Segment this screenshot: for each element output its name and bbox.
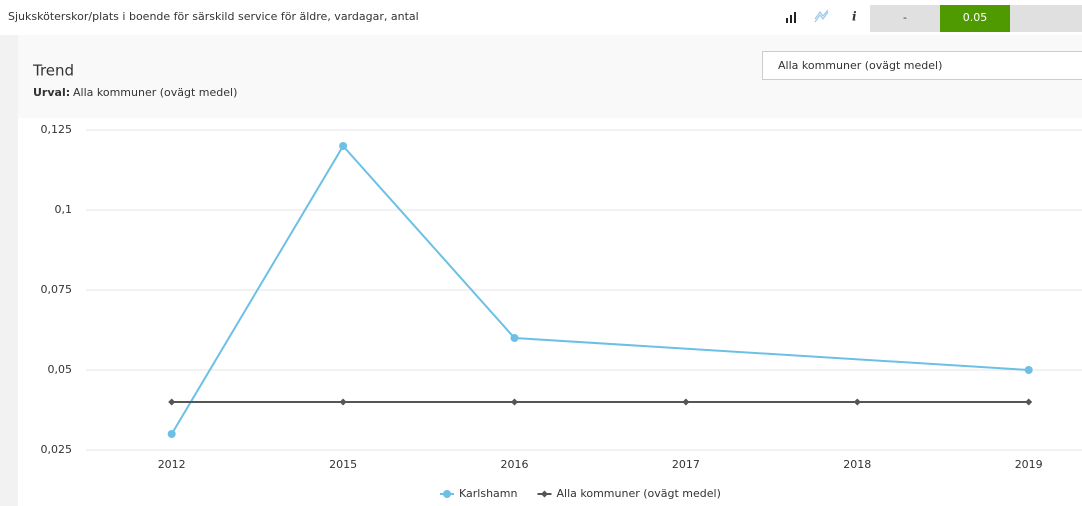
y-tick-label: 0,05 bbox=[48, 363, 73, 376]
x-tick-label: 2018 bbox=[843, 458, 871, 471]
info-icon[interactable]: i bbox=[852, 10, 857, 24]
value-box-rest bbox=[1010, 5, 1082, 32]
indicator-title: Sjuksköterskor/plats i boende för särski… bbox=[8, 10, 419, 23]
data-point bbox=[339, 398, 347, 406]
y-tick-label: 0,125 bbox=[41, 123, 73, 136]
data-point bbox=[167, 430, 176, 438]
chart-area bbox=[18, 118, 1082, 506]
y-tick-label: 0,1 bbox=[55, 203, 73, 216]
value-box bbox=[940, 5, 1010, 32]
data-point bbox=[511, 398, 518, 406]
data-point bbox=[853, 398, 861, 406]
y-tick-label: 0,075 bbox=[41, 283, 73, 296]
data-point bbox=[510, 334, 519, 342]
x-tick-label: 2012 bbox=[158, 458, 186, 471]
data-point bbox=[168, 398, 176, 406]
data-point bbox=[1025, 398, 1033, 406]
selection-label: Urval: bbox=[33, 86, 70, 99]
x-tick-label: 2016 bbox=[501, 458, 529, 471]
x-tick-label: 2019 bbox=[1015, 458, 1043, 471]
legend-marker bbox=[443, 490, 451, 498]
data-point bbox=[1024, 366, 1033, 374]
series-line bbox=[514, 337, 1029, 371]
dropdown-text[interactable]: Alla kommuner (ovägt medel) bbox=[778, 59, 942, 72]
panel-title: Trend bbox=[32, 62, 74, 80]
bar-chart-icon[interactable] bbox=[786, 12, 796, 23]
trend-icon[interactable] bbox=[814, 9, 829, 23]
x-tick-label: 2015 bbox=[329, 458, 357, 471]
value-box-empty bbox=[870, 5, 940, 32]
value: 0.05 bbox=[963, 11, 988, 24]
data-point bbox=[682, 398, 690, 406]
y-tick-label: 0,025 bbox=[41, 443, 73, 456]
dropdown[interactable] bbox=[762, 51, 1082, 80]
value-empty: - bbox=[903, 11, 907, 24]
data-point bbox=[339, 142, 348, 150]
legend-label: Alla kommuner (ovägt medel) bbox=[556, 487, 720, 500]
x-tick-label: 2017 bbox=[672, 458, 700, 471]
selection-value: Alla kommuner (ovägt medel) bbox=[73, 86, 237, 99]
series-line bbox=[342, 145, 516, 339]
series-line bbox=[170, 145, 344, 435]
legend-marker bbox=[540, 490, 548, 498]
legend-label: Karlshamn bbox=[459, 487, 517, 500]
